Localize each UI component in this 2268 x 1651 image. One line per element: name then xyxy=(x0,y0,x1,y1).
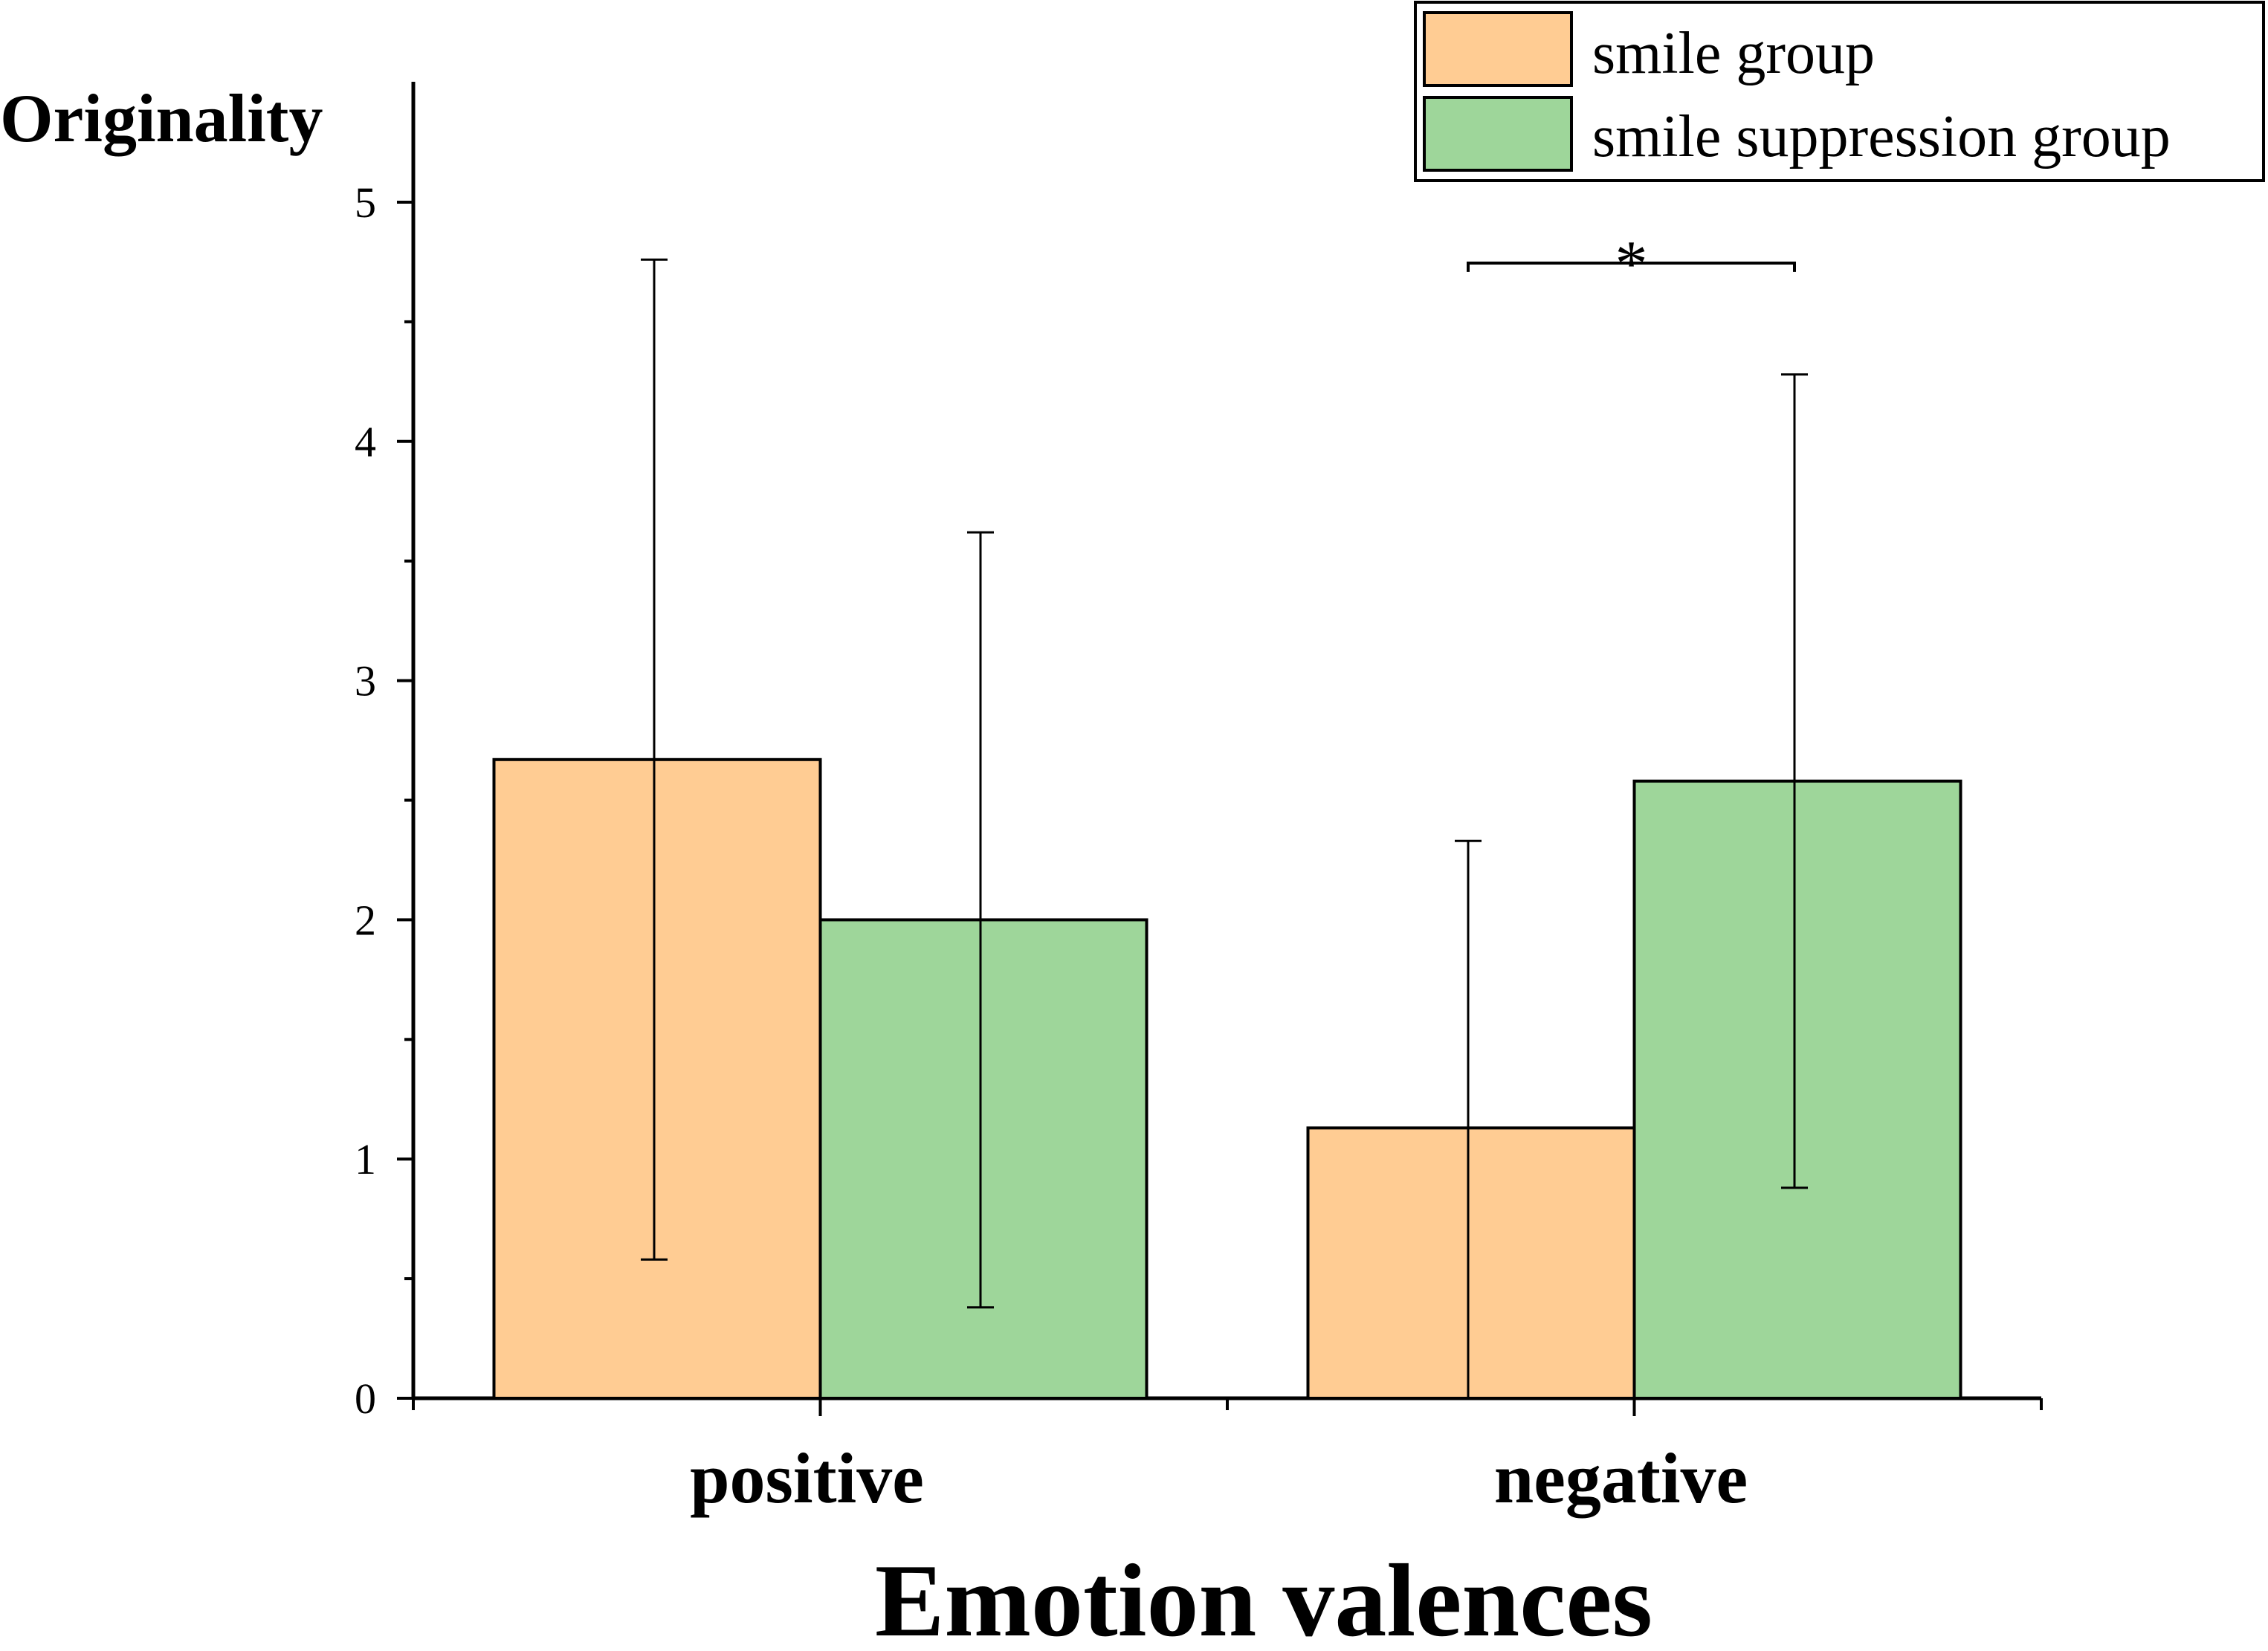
y-tick-label: 1 xyxy=(355,1135,376,1183)
bars xyxy=(492,757,1962,1400)
y-tick-label: 0 xyxy=(355,1374,376,1423)
significance-marker: * xyxy=(1615,228,1648,300)
x-axis-title: Emotion valences xyxy=(875,1543,1652,1651)
legend: smile group smile suppression group xyxy=(1414,1,2265,182)
x-category-label: negative xyxy=(1494,1438,1748,1518)
x-category-label: positive xyxy=(690,1438,924,1518)
bar xyxy=(818,918,1148,1400)
y-tick-label: 4 xyxy=(355,418,376,466)
legend-label-smile-suppression-group: smile suppression group xyxy=(1592,104,2171,169)
bar xyxy=(1632,779,1962,1400)
y-ticks: 0 1 2 3 4 5 xyxy=(355,178,413,1423)
legend-swatch-smile-suppression-group xyxy=(1423,96,1573,172)
bar xyxy=(1306,1126,1636,1400)
bar xyxy=(492,757,822,1400)
error-bars xyxy=(641,258,1808,1398)
y-tick-label: 5 xyxy=(355,178,376,227)
significance-bracket xyxy=(1467,261,1796,272)
legend-label-smile-group: smile group xyxy=(1592,21,1875,86)
legend-swatch-smile-group xyxy=(1423,11,1573,87)
y-tick-label: 3 xyxy=(355,657,376,705)
y-tick-label: 2 xyxy=(355,896,376,944)
annotations: * xyxy=(1467,228,1796,300)
x-ticks: positive negative xyxy=(412,1398,2043,1518)
y-axis-title: Originality xyxy=(0,80,323,156)
